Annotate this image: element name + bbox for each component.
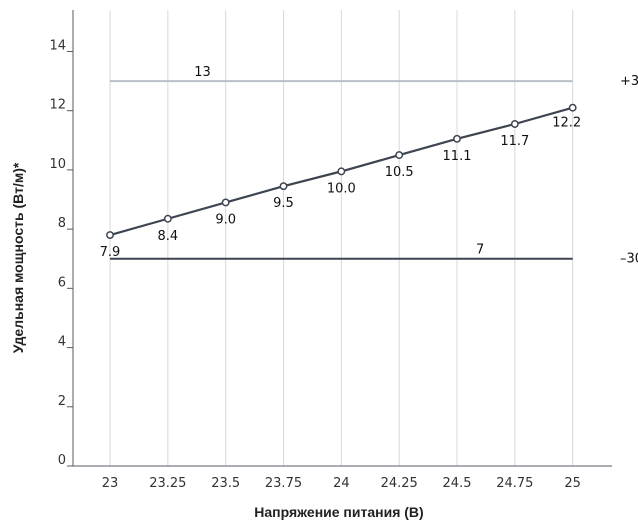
data-point xyxy=(106,231,114,239)
data-point xyxy=(163,214,172,223)
y-tick-label: 2 xyxy=(58,394,66,409)
data-label: 8.4 xyxy=(158,229,179,244)
data-point xyxy=(453,134,461,143)
data-point xyxy=(510,120,519,128)
x-tick-label: 23.75 xyxy=(265,476,302,491)
data-label: 12.2 xyxy=(552,116,581,131)
data-label: 10.5 xyxy=(385,165,414,180)
data-label: 7.9 xyxy=(100,245,121,260)
x-tick-label: 23.25 xyxy=(149,476,186,491)
x-tick-label: 24.25 xyxy=(381,476,418,491)
data-point xyxy=(395,151,404,160)
reference-line-label: 7 xyxy=(476,243,484,258)
reference-line-label: 13 xyxy=(194,65,211,80)
data-label: 11.7 xyxy=(500,134,529,149)
y-tick-label: 10 xyxy=(49,157,66,172)
data-point xyxy=(568,103,577,112)
x-tick-label: 23 xyxy=(102,476,119,491)
data-point xyxy=(221,198,230,207)
y-tick-label: 0 xyxy=(58,453,66,468)
data-point xyxy=(279,182,288,191)
y-tick-label: 6 xyxy=(58,275,66,290)
data-label: 9.5 xyxy=(273,196,294,211)
y-axis-title: Удельная мощность (Вт/м)* xyxy=(10,162,26,353)
x-tick-label: 24.5 xyxy=(443,476,472,491)
x-tick-label: 24.75 xyxy=(496,476,533,491)
x-tick-label: 24 xyxy=(333,476,350,491)
y-tick-label: 8 xyxy=(58,216,66,231)
reference-side-label: –30% xyxy=(620,252,638,267)
data-label: 10.0 xyxy=(327,181,356,196)
x-tick-label: 25 xyxy=(564,476,581,491)
data-label: 11.1 xyxy=(443,149,472,164)
x-tick-label: 23.5 xyxy=(211,476,240,491)
x-axis-title: Напряжение питания (В) xyxy=(254,504,423,520)
data-label: 9.0 xyxy=(215,212,236,227)
y-tick-label: 4 xyxy=(58,335,66,350)
y-tick-label: 12 xyxy=(49,98,66,113)
y-tick-label: 14 xyxy=(49,38,66,53)
data-point xyxy=(337,167,346,176)
reference-side-label: +30% xyxy=(620,74,638,89)
